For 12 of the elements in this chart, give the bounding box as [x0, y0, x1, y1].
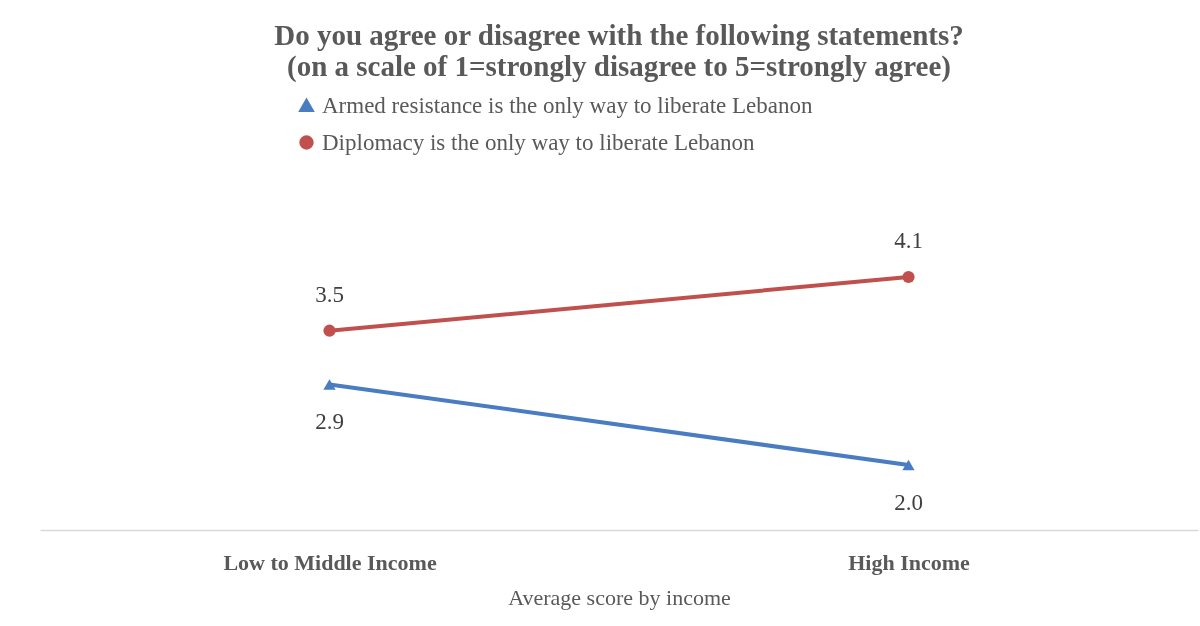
chart-title: Do you agree or disagree with the following statements? (on a scale of 1=strongly disagree to 5=strongly agree): [274, 19, 964, 83]
x-axis-title: Average score by income: [508, 584, 731, 610]
legend-label: Diplomacy is the only way to liberate Lebanon: [322, 129, 755, 155]
data-label: 4.1: [894, 228, 923, 253]
point: [323, 324, 336, 337]
data-label: 2.0: [894, 490, 923, 515]
point: [902, 270, 915, 284]
data-label: 2.9: [315, 409, 344, 435]
x-tick-label: Low to Middle Income: [223, 549, 437, 575]
data-label: 3.5: [315, 281, 344, 307]
legend-label: Armed resistance is the only way to liberate Lebanon: [322, 92, 813, 118]
x-tick-label: High Income: [848, 549, 971, 575]
